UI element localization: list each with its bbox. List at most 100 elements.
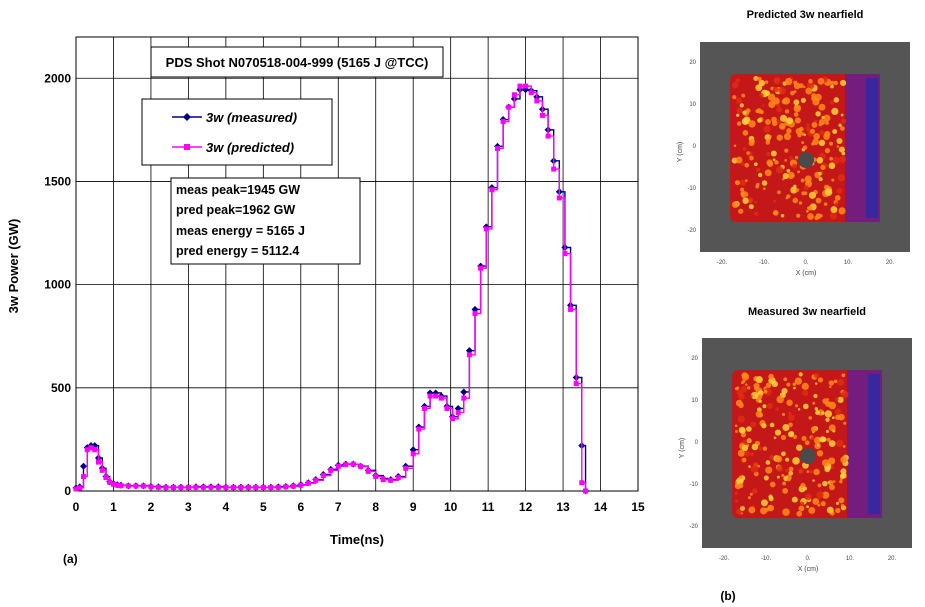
measured-speckle (765, 382, 772, 388)
predicted-speckle (764, 80, 769, 84)
predicted-speckle (818, 103, 826, 111)
measured-speckle (782, 508, 790, 516)
predicted-speckle (824, 188, 833, 196)
predicted-point (313, 477, 319, 483)
predicted-point (444, 405, 450, 411)
predicted-speckle (757, 76, 762, 82)
meas-energy-text: meas energy = 5165 J (176, 224, 305, 238)
measured-speckle (737, 415, 745, 423)
measured-speckle (766, 402, 773, 409)
predicted-point (260, 484, 266, 490)
x-tick-label: 2 (148, 500, 155, 514)
measured-speckle (804, 440, 810, 446)
predicted-speckle (784, 77, 793, 86)
measured-speckle (810, 436, 815, 441)
predicted-speckle (832, 156, 840, 164)
predicted-speckle (793, 99, 800, 106)
x-tick-label: 5 (260, 500, 267, 514)
predicted-speckle (771, 151, 775, 154)
measured-speckle (785, 468, 789, 473)
measured-speckle (829, 385, 832, 389)
predicted-point (427, 393, 433, 399)
predicted-speckle (763, 187, 766, 190)
measured-speckle (791, 496, 798, 503)
predicted-speckle (790, 174, 794, 178)
predicted-point (421, 405, 427, 411)
predicted-speckle (823, 202, 828, 206)
predicted-speckle (790, 186, 798, 194)
predicted-speckle (742, 147, 747, 151)
x-tick-label: 9 (410, 500, 417, 514)
measured-speckle (817, 377, 824, 383)
legend-predicted-marker (184, 144, 190, 150)
y-tick-labels: 0 500 1000 1500 2000 (44, 71, 71, 498)
predicted-y-tick-label: 10 (689, 102, 696, 108)
predicted-speckle (776, 134, 783, 141)
predicted-y-axis-label: Y (cm) (677, 142, 684, 162)
measured-speckle (767, 504, 775, 512)
predicted-speckle (773, 77, 781, 85)
measured-speckle (747, 438, 751, 442)
y-tick-label: 0 (64, 484, 71, 498)
predicted-speckle (783, 133, 792, 141)
measured-speckle (771, 380, 778, 388)
predicted-point (539, 112, 545, 118)
measured-speckle (840, 504, 845, 508)
predicted-speckle (807, 205, 813, 211)
measured-speckle (837, 378, 845, 386)
measured-speckle (740, 432, 746, 438)
predicted-speckle (803, 185, 809, 191)
measured-speckle (828, 440, 836, 447)
measured-speckle (834, 408, 842, 415)
predicted-speckle (786, 128, 792, 134)
predicted-speckle (735, 78, 741, 83)
predicted-speckle (833, 80, 838, 86)
measured-speckle (781, 387, 788, 395)
measured-y-tick-label: 10 (691, 398, 698, 404)
predicted-point (335, 463, 341, 469)
measured-speckle (782, 423, 790, 432)
predicted-speckle (831, 178, 835, 182)
measured-speckle (839, 477, 843, 481)
predicted-speckle (768, 100, 776, 109)
measured-speckle (734, 491, 738, 495)
measured-speckle (737, 389, 744, 396)
predicted-point (73, 486, 79, 492)
predicted-speckle (757, 118, 762, 123)
predicted-speckle (740, 187, 745, 192)
predicted-point (483, 226, 489, 232)
predicted-speckle (776, 119, 782, 125)
predicted-point (99, 467, 105, 473)
measured-speckle (776, 465, 784, 473)
measured-speckle (734, 386, 739, 391)
predicted-speckle (754, 200, 757, 204)
predicted-speckle (800, 178, 805, 183)
predicted-speckle (753, 162, 758, 167)
predicted-speckle (740, 191, 745, 197)
predicted-point (438, 395, 444, 401)
measured-speckle (750, 391, 759, 400)
measured-speckle (734, 424, 738, 428)
measured-speckle (776, 395, 784, 404)
measured-point (79, 462, 87, 470)
predicted-speckle (755, 84, 763, 92)
predicted-point (455, 410, 461, 416)
measured-speckle (747, 496, 751, 500)
predicted-point (489, 187, 495, 193)
predicted-center-obscuration (798, 152, 814, 168)
predicted-speckle (829, 141, 834, 146)
pred-peak-text: pred peak=1962 GW (176, 203, 295, 217)
predicted-speckle (781, 98, 788, 105)
predicted-speckle (789, 156, 794, 160)
predicted-speckle (808, 191, 817, 199)
predicted-x-axis-label: X (cm) (796, 270, 817, 277)
measured-speckle (816, 491, 824, 499)
predicted-speckle (823, 114, 831, 122)
grid-lines (75, 37, 639, 492)
predicted-point (433, 393, 439, 399)
measured-speckle (781, 451, 786, 457)
y-tick-label: 1000 (44, 278, 71, 292)
measured-speckle (788, 411, 792, 416)
predicted-speckle (731, 201, 739, 208)
predicted-point (88, 445, 94, 451)
